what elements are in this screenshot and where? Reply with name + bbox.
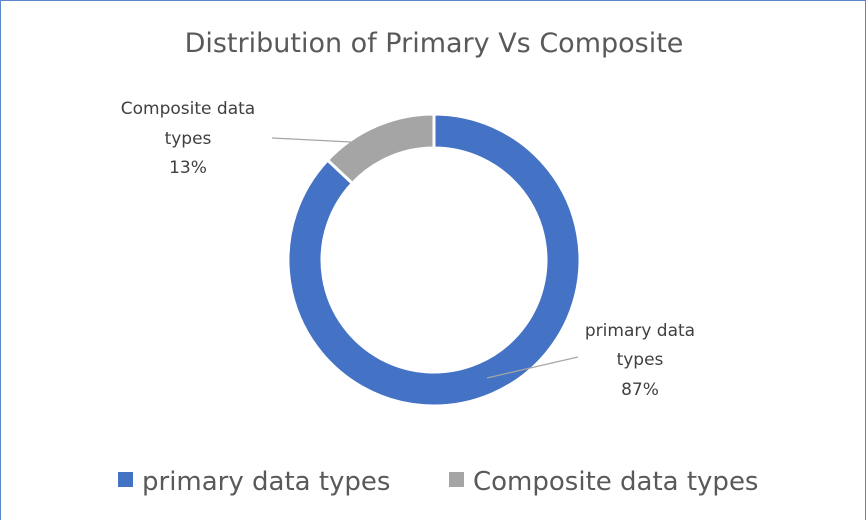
leader-line-primary <box>486 356 579 379</box>
data-label-primary-line2: types <box>617 350 664 370</box>
data-label-primary-value: 87% <box>621 380 659 400</box>
data-label-composite-line1: Composite data <box>121 99 255 119</box>
data-label-primary: primary data types 87% <box>585 321 695 400</box>
chart-title: Distribution of Primary Vs Composite <box>185 28 684 59</box>
data-label-composite-value: 13% <box>169 158 207 178</box>
legend-swatch-primary <box>118 472 133 487</box>
legend-swatch-composite <box>449 472 464 487</box>
data-label-composite-line2: types <box>165 129 212 149</box>
slice-composite <box>325 112 436 186</box>
doughnut-slices <box>286 112 582 408</box>
legend: primary data types Composite data types <box>118 467 758 497</box>
legend-label-composite: Composite data types <box>473 467 758 497</box>
data-label-composite: Composite data types 13% <box>121 99 255 178</box>
legend-label-primary: primary data types <box>142 467 390 497</box>
data-label-primary-line1: primary data <box>585 321 695 341</box>
leader-line-composite <box>271 137 352 143</box>
slice-primary <box>286 112 582 408</box>
